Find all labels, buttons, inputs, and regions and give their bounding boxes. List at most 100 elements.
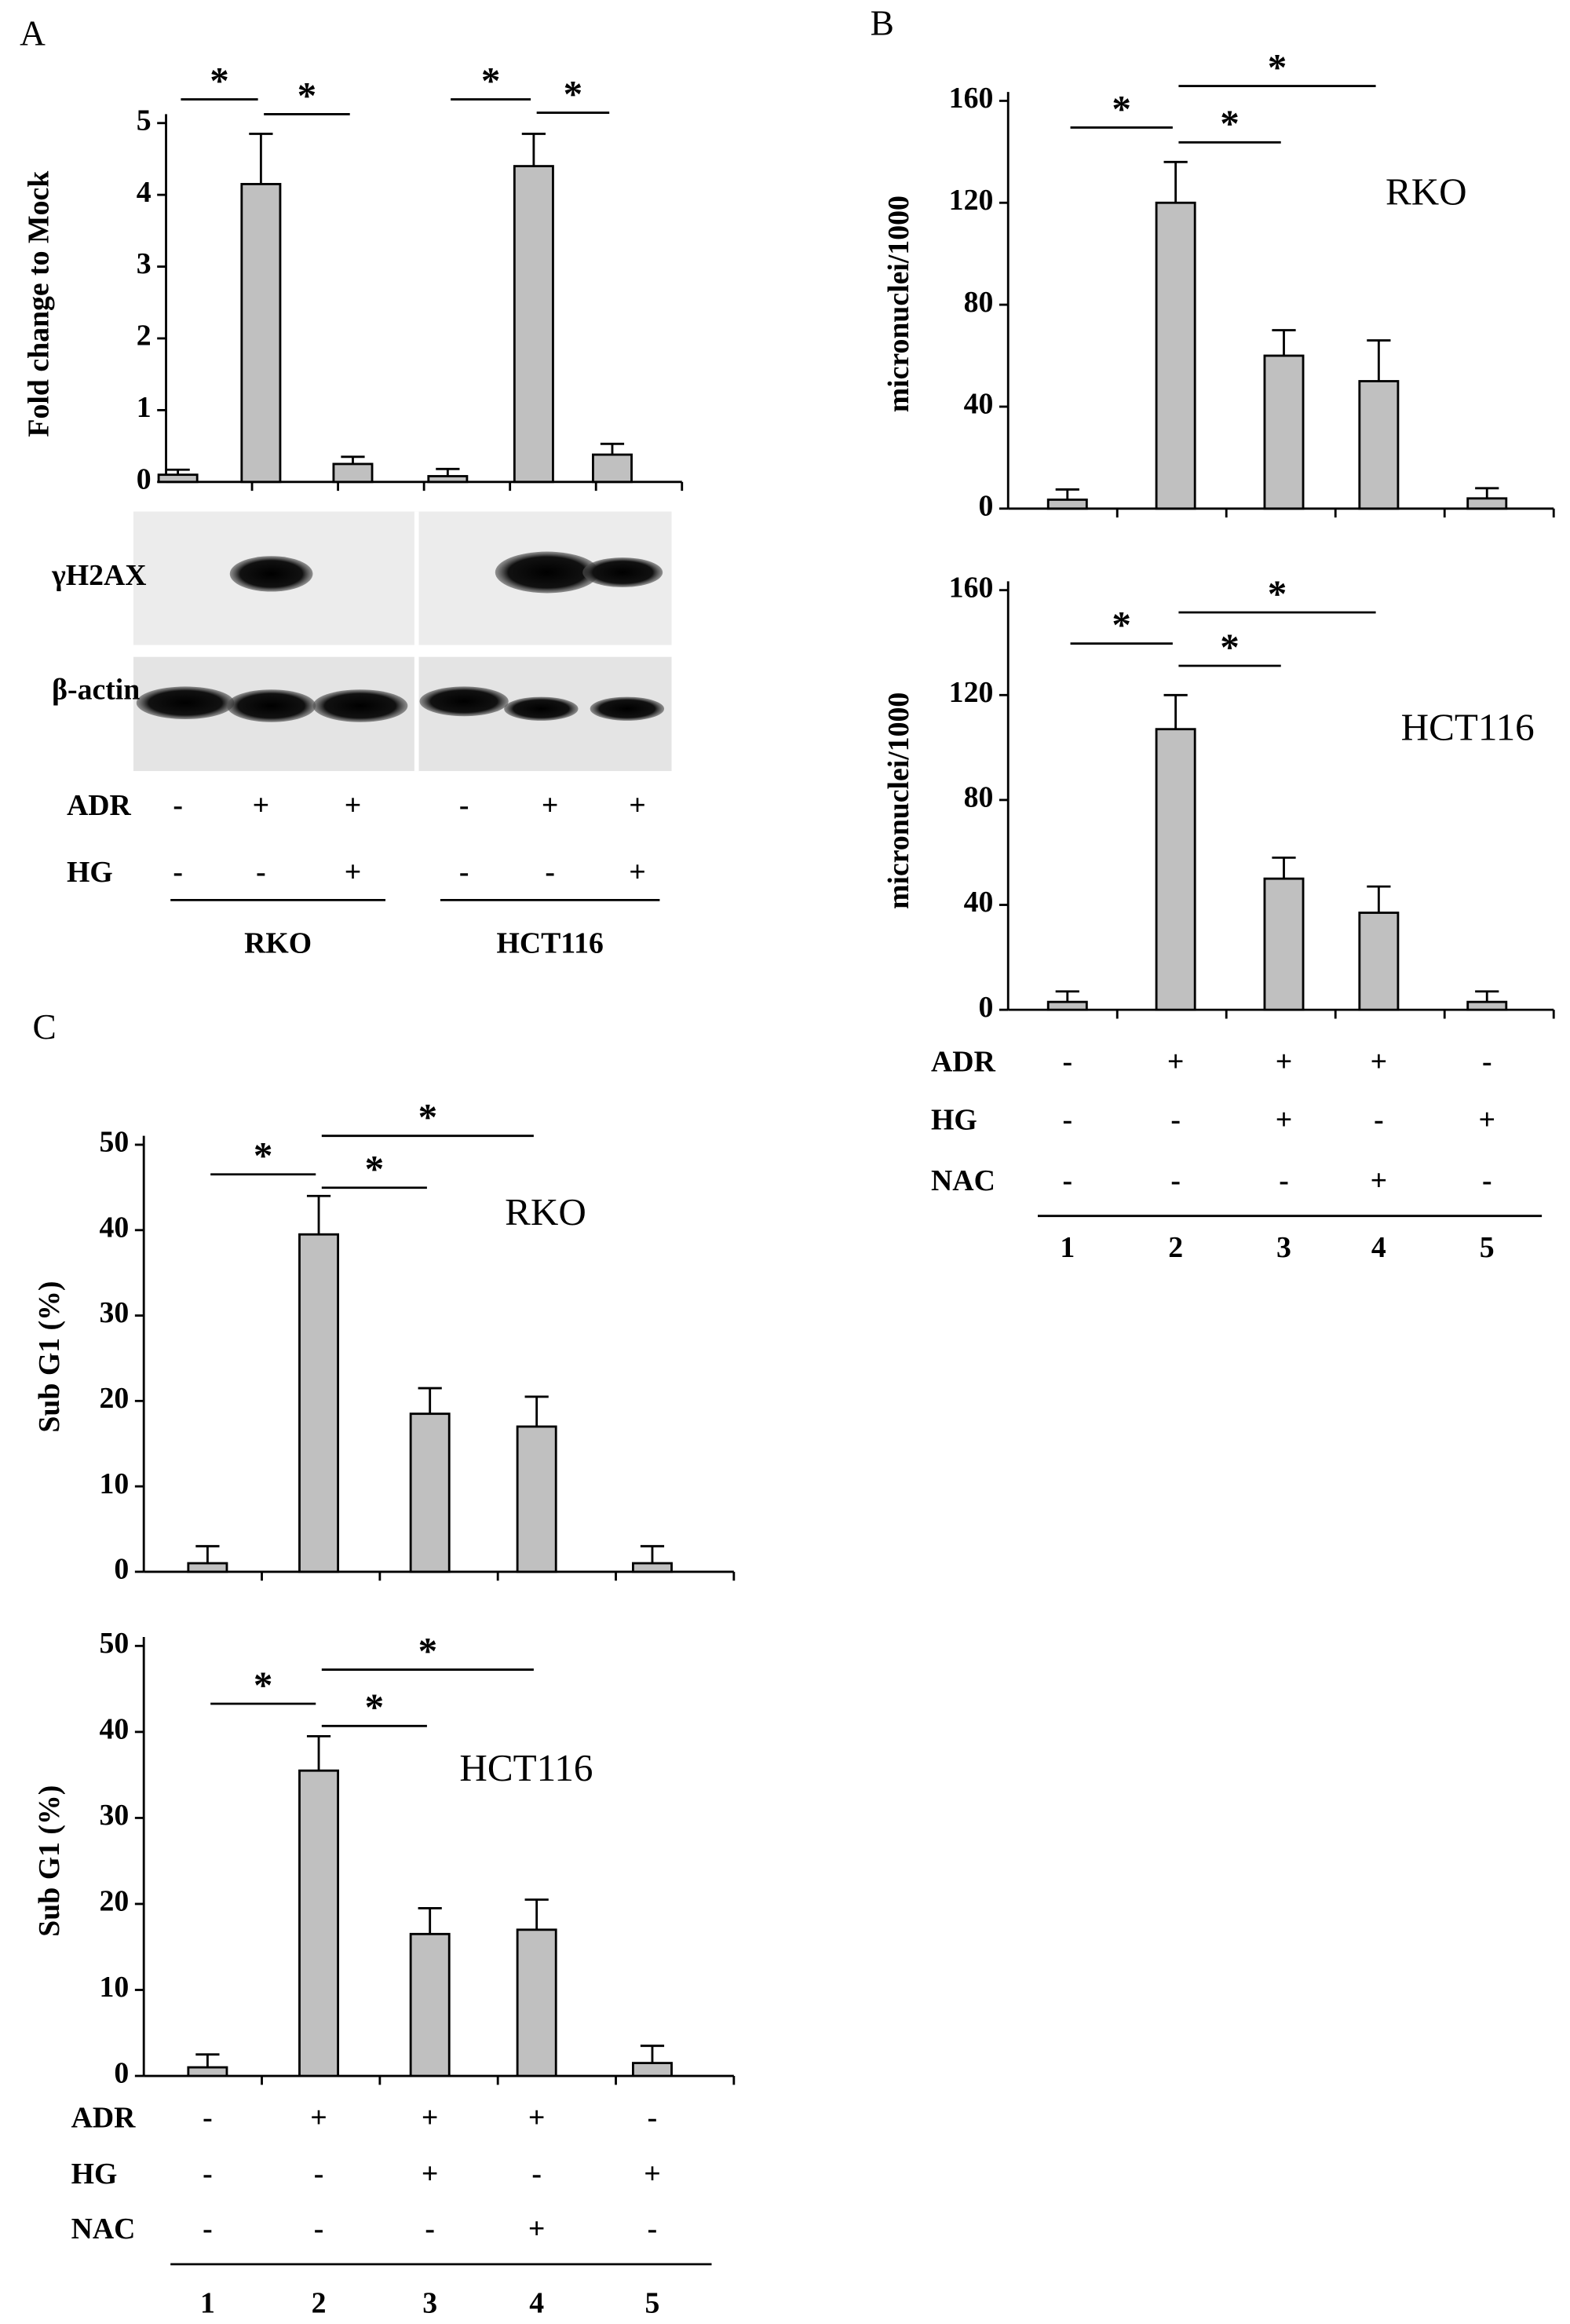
blot-label: γH2AX <box>51 559 146 592</box>
x-tick-label: 1 <box>1060 1231 1075 1264</box>
bar <box>157 473 199 484</box>
bar <box>332 462 374 484</box>
blot-background <box>133 656 672 772</box>
blot-band <box>590 696 665 721</box>
blot-band <box>226 689 316 722</box>
significance-star: * <box>210 59 229 102</box>
condition-value: - <box>1482 1164 1492 1197</box>
bar <box>240 183 282 484</box>
cell-line-label: HCT116 <box>459 1746 593 1789</box>
x-tick-label: 2 <box>312 2286 327 2319</box>
x-tick-label: 5 <box>1480 1231 1495 1264</box>
bar <box>298 1233 340 1573</box>
y-axis-label: micronuclei/1000 <box>882 692 915 909</box>
y-tick-label: 50 <box>100 1126 130 1159</box>
blot-band <box>419 686 509 717</box>
condition-value: - <box>173 789 183 822</box>
bar <box>1466 497 1508 510</box>
condition-value: - <box>203 2158 213 2191</box>
condition-value: + <box>1167 1046 1185 1079</box>
blot-label: β-actin <box>52 674 140 707</box>
y-tick-label: 0 <box>137 462 152 495</box>
condition-value: + <box>629 789 646 822</box>
significance-star: * <box>418 1629 438 1672</box>
cell-line-label: HCT116 <box>1401 705 1535 748</box>
y-tick-label: 120 <box>949 184 994 217</box>
y-tick-label: 10 <box>100 1971 130 2004</box>
bar <box>1155 201 1196 510</box>
y-tick-label: 0 <box>114 2057 129 2090</box>
y-tick-label: 160 <box>949 82 994 115</box>
y-tick-label: 160 <box>949 571 994 604</box>
bar <box>516 1425 557 1573</box>
condition-value: + <box>253 789 270 822</box>
bar <box>592 453 633 484</box>
condition-value: - <box>1062 1164 1072 1197</box>
y-tick-label: 20 <box>100 1885 130 1918</box>
condition-value: - <box>1062 1046 1072 1079</box>
bar <box>409 1412 451 1573</box>
x-tick-label: 2 <box>1168 1231 1183 1264</box>
significance-star: * <box>1268 572 1287 615</box>
condition-name: NAC <box>931 1164 995 1197</box>
condition-value: + <box>1371 1046 1388 1079</box>
condition-value: - <box>314 2158 324 2191</box>
x-tick-label: 4 <box>529 2286 544 2319</box>
bar <box>427 475 469 484</box>
condition-name: HG <box>71 2158 118 2191</box>
y-tick-label: 5 <box>137 104 152 137</box>
bar <box>1358 912 1400 1011</box>
significance-star: * <box>254 1134 273 1177</box>
condition-value: - <box>425 2213 435 2245</box>
condition-value: - <box>203 2101 213 2134</box>
panel-label: A <box>20 14 46 53</box>
bar <box>1046 499 1088 510</box>
bar <box>1046 1000 1088 1011</box>
bar <box>632 1562 673 1573</box>
condition-value: - <box>459 789 469 822</box>
x-tick-label: 3 <box>1276 1231 1291 1264</box>
cell-line-label: RKO <box>1386 170 1467 214</box>
blot-band <box>504 696 579 721</box>
condition-value: + <box>644 2158 661 2191</box>
y-tick-label: 80 <box>964 781 994 814</box>
x-tick-label: 5 <box>645 2286 660 2319</box>
condition-value: - <box>1482 1046 1492 1079</box>
x-tick-label: 1 <box>200 2286 215 2319</box>
condition-value: - <box>459 856 469 889</box>
condition-value: - <box>1279 1164 1289 1197</box>
significance-star: * <box>365 1147 385 1190</box>
condition-value: + <box>1276 1046 1293 1079</box>
significance-star: * <box>564 72 583 115</box>
x-tick-label: 4 <box>1371 1231 1386 1264</box>
significance-star: * <box>481 59 501 102</box>
condition-value: - <box>648 2213 658 2245</box>
y-tick-label: 20 <box>100 1382 130 1415</box>
condition-value: + <box>310 2101 327 2134</box>
condition-value: - <box>1062 1103 1072 1136</box>
bar <box>1358 380 1400 510</box>
condition-value: - <box>545 856 555 889</box>
y-axis-label: micronuclei/1000 <box>882 195 915 412</box>
condition-name: ADR <box>67 789 132 822</box>
significance-star: * <box>1220 625 1240 668</box>
condition-name: NAC <box>71 2213 136 2245</box>
y-tick-label: 40 <box>100 1713 130 1746</box>
condition-value: - <box>531 2158 542 2191</box>
bar <box>187 1562 228 1573</box>
y-tick-label: 30 <box>100 1799 130 1832</box>
bar <box>409 1932 451 2077</box>
condition-name: ADR <box>931 1046 996 1079</box>
bar <box>1263 354 1305 510</box>
condition-value: - <box>1170 1164 1181 1197</box>
bar <box>1466 1000 1508 1011</box>
y-tick-label: 10 <box>100 1467 130 1500</box>
y-tick-label: 40 <box>964 886 994 919</box>
bar <box>187 2066 228 2077</box>
bar <box>632 2062 673 2077</box>
condition-value: + <box>1276 1103 1293 1136</box>
y-tick-label: 0 <box>978 489 993 522</box>
condition-value: - <box>256 856 266 889</box>
condition-value: - <box>173 856 183 889</box>
y-tick-label: 40 <box>100 1211 130 1244</box>
